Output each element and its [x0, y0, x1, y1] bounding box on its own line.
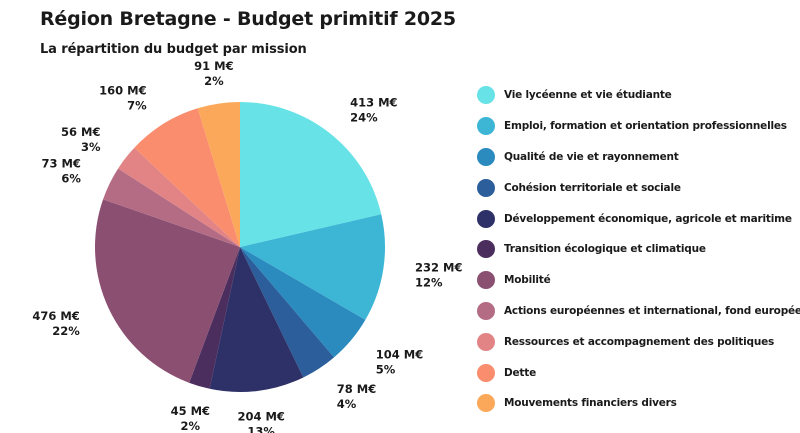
slice-value-label: 78 M€ [337, 382, 376, 396]
legend-item: Qualité de vie et rayonnement [477, 142, 797, 173]
pie-slice [134, 108, 240, 247]
slice-value-label: 73 M€ [41, 156, 80, 170]
slice-data-label: 160 M€ 7% [99, 84, 147, 113]
slice-percent-label: 5% [376, 363, 396, 377]
slice-value-label: 160 M€ [99, 84, 146, 98]
legend-swatch [477, 86, 495, 105]
pie-chart: 413 M€ 24%232 M€ 12%104 M€ 5%78 M€ 4%204 M€ 1… [32, 59, 462, 433]
legend-label: Dette [504, 366, 536, 379]
pie-slice [103, 168, 240, 247]
pie-slice [240, 102, 382, 247]
legend-label: Vie lycéenne et vie étudiante [504, 89, 672, 102]
legend-label: Emploi, formation et orientation profess… [504, 120, 787, 133]
slice-data-label: 78 M€ 4% [337, 382, 376, 411]
pie-slice [240, 247, 366, 358]
chart-subtitle: La répartition du budget par mission [40, 42, 307, 57]
legend-item: Emploi, formation et orientation profess… [477, 111, 797, 142]
legend-swatch [477, 240, 495, 259]
slice-percent-label: 6% [61, 171, 81, 185]
legend-swatch [477, 117, 495, 136]
legend-item: Actions européennes et international, fo… [477, 296, 800, 327]
slice-data-label: 91 M€ 2% [194, 59, 233, 88]
slice-data-label: 104 M€ 5% [376, 348, 423, 377]
legend-label: Actions européennes et international, fo… [504, 304, 800, 317]
chart-legend: Vie lycéenne et vie étudiante Emploi, for… [477, 80, 800, 419]
slice-percent-label: 24% [350, 110, 378, 124]
pie-slice [240, 214, 386, 320]
legend-swatch [477, 147, 495, 166]
legend-label: Développement économique, agricole et ma… [504, 212, 792, 225]
legend-swatch [477, 394, 495, 413]
slice-percent-label: 2% [204, 74, 224, 88]
legend-label: Mobilité [504, 274, 551, 287]
legend-item: Mouvements financiers divers [477, 388, 797, 419]
slice-percent-label: 13% [247, 425, 275, 433]
legend-item: Mobilité [477, 265, 797, 296]
slice-value-label: 91 M€ [194, 59, 233, 73]
slice-value-label: 413 M€ [350, 95, 397, 109]
slice-value-label: 104 M€ [376, 348, 423, 362]
slice-percent-label: 3% [81, 140, 101, 154]
slice-value-label: 476 M€ [32, 309, 79, 323]
legend-label: Mouvements financiers divers [504, 397, 677, 410]
legend-item: Transition écologique et climatique [477, 234, 797, 265]
slice-percent-label: 4% [337, 397, 357, 411]
slice-data-label: 56 M€ 3% [61, 125, 101, 154]
legend-label: Qualité de vie et rayonnement [504, 150, 679, 163]
legend-swatch [477, 209, 495, 228]
slice-percent-label: 2% [181, 419, 201, 433]
legend-item: Vie lycéenne et vie étudiante [477, 80, 797, 111]
pie-slice [240, 247, 335, 378]
slice-value-label: 56 M€ [61, 125, 100, 139]
pie-slice [197, 102, 240, 247]
pie-slice [118, 147, 240, 247]
legend-swatch [477, 178, 495, 197]
legend-swatch [477, 301, 495, 320]
slice-data-label: 232 M€ 12% [415, 260, 462, 289]
legend-label: Transition écologique et climatique [504, 243, 706, 256]
slice-percent-label: 12% [415, 275, 443, 289]
slice-data-label: 204 M€ 13% [237, 410, 284, 433]
pie-slice [209, 247, 304, 392]
legend-item: Dette [477, 357, 797, 388]
legend-item: Développement économique, agricole et ma… [477, 203, 797, 234]
slice-data-label: 413 M€ 24% [350, 95, 397, 124]
legend-swatch [477, 271, 495, 290]
pie-slice [95, 199, 240, 383]
legend-item: Ressources et accompagnement des politiq… [477, 326, 797, 357]
slice-data-label: 45 M€ 2% [171, 404, 210, 433]
pie-slice [189, 247, 240, 389]
slice-value-label: 204 M€ [237, 410, 284, 424]
slice-data-label: 476 M€ 22% [32, 309, 80, 338]
legend-item: Cohésion territoriale et sociale [477, 172, 797, 203]
chart-title: Région Bretagne - Budget primitif 2025 [40, 8, 456, 30]
slice-percent-label: 7% [127, 99, 147, 113]
legend-label: Cohésion territoriale et sociale [504, 181, 681, 194]
slice-percent-label: 22% [52, 324, 80, 338]
slice-value-label: 232 M€ [415, 260, 462, 274]
legend-swatch [477, 363, 495, 382]
slice-data-label: 73 M€ 6% [41, 156, 81, 185]
legend-label: Ressources et accompagnement des politiq… [504, 335, 775, 348]
legend-swatch [477, 332, 495, 351]
slice-value-label: 45 M€ [171, 404, 210, 418]
